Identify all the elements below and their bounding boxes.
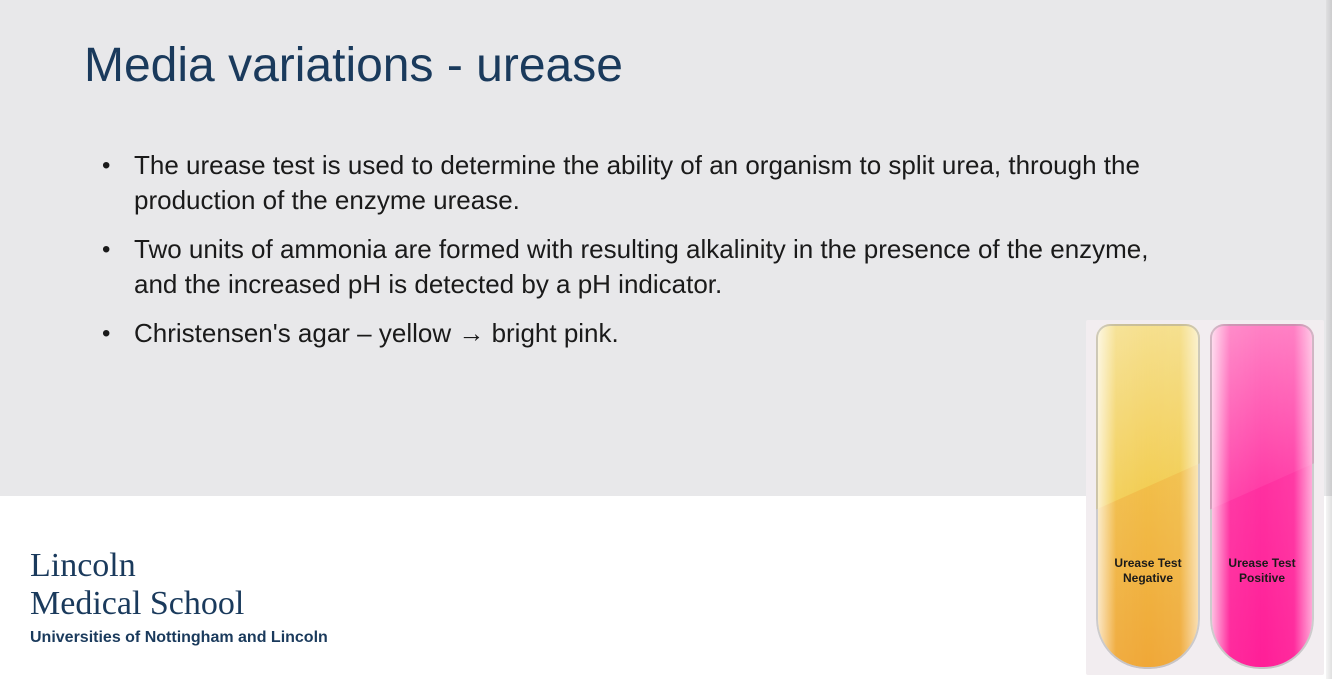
slide-title: Media variations - urease	[84, 38, 623, 93]
bullet-list: The urease test is used to determine the…	[94, 148, 1194, 365]
slide: Media variations - urease The urease tes…	[0, 0, 1332, 679]
tube-label-line1: Urease Test	[1228, 556, 1295, 570]
urease-tubes-figure: Urease Test Negative Urease Test Positiv…	[1086, 320, 1324, 675]
page-right-edge-shadow	[1326, 0, 1332, 679]
school-name-line1: Lincoln	[30, 547, 328, 584]
tube-label-line2: Negative	[1123, 571, 1173, 585]
school-subtitle: Universities of Nottingham and Lincoln	[30, 629, 328, 647]
bullet-item: The urease test is used to determine the…	[94, 148, 1194, 218]
tube-negative-label: Urease Test Negative	[1096, 556, 1200, 585]
tube-positive-label: Urease Test Positive	[1210, 556, 1314, 585]
bullet-item: Christensen's agar – yellow → bright pin…	[94, 316, 1194, 351]
tube-positive	[1210, 324, 1314, 669]
tube-negative	[1096, 324, 1200, 669]
tube-label-line2: Positive	[1239, 571, 1285, 585]
tube-label-line1: Urease Test	[1114, 556, 1181, 570]
bullet-item: Two units of ammonia are formed with res…	[94, 232, 1194, 302]
school-branding: Lincoln Medical School Universities of N…	[30, 547, 328, 647]
school-name-line2: Medical School	[30, 584, 328, 623]
